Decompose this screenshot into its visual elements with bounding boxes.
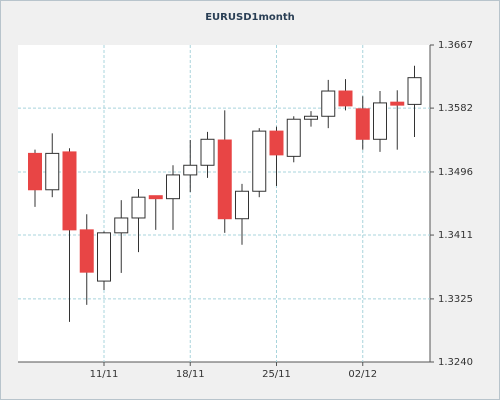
candle-body: [114, 217, 129, 234]
candle-body: [45, 152, 60, 191]
candle-body: [200, 138, 215, 166]
x-tick-label: 02/12: [348, 369, 377, 380]
candle-body: [252, 130, 267, 192]
candle-body: [148, 195, 163, 200]
candle-body: [390, 101, 405, 106]
chart-title: EURUSD1month: [205, 12, 295, 23]
y-tick-label: 1.3325: [438, 294, 473, 305]
y-tick-label: 1.3411: [438, 230, 473, 241]
candle-body: [97, 232, 111, 282]
candle-body: [28, 152, 42, 191]
candle-body: [166, 174, 180, 200]
y-tick-label: 1.3582: [438, 103, 473, 114]
x-tick-label: 11/11: [90, 369, 119, 380]
candle-body: [269, 130, 284, 156]
candle-body: [217, 139, 232, 220]
candle-body: [407, 77, 422, 105]
candle-body: [79, 229, 94, 273]
candle-body: [235, 190, 249, 220]
y-tick-label: 1.3240: [438, 357, 473, 368]
candle-body: [131, 196, 146, 219]
candle-body: [355, 108, 370, 140]
candle-body: [338, 90, 353, 107]
candle-body: [321, 90, 336, 117]
candle-body: [286, 118, 301, 157]
candle-body: [304, 115, 318, 120]
x-tick-label: 18/11: [176, 369, 205, 380]
candle-body: [62, 151, 77, 231]
candle-body: [373, 102, 387, 140]
x-tick-label: 25/11: [262, 369, 291, 380]
y-tick-label: 1.3496: [438, 167, 473, 178]
y-tick-label: 1.3667: [438, 40, 473, 51]
candle-body: [183, 164, 198, 176]
